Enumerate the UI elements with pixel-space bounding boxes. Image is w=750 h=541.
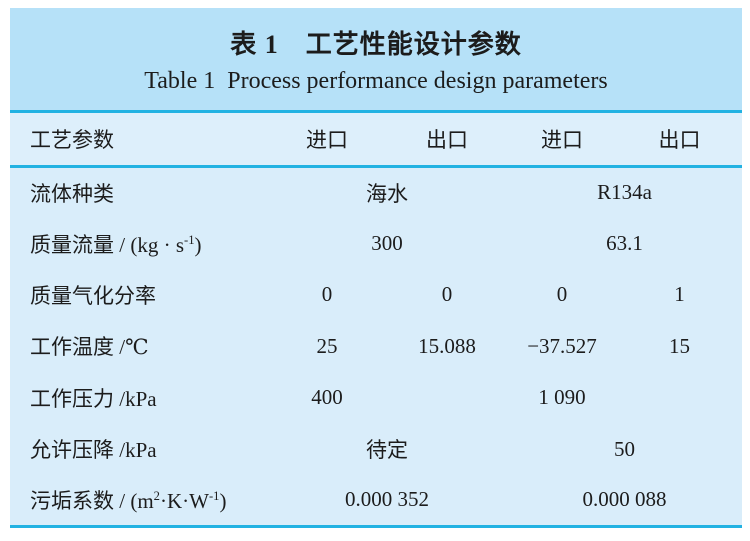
row-label: 工作压力 /kPa	[30, 386, 157, 411]
value-cell: 1	[674, 282, 685, 307]
row-label: 流体种类	[30, 181, 114, 206]
value-cell: 0	[321, 282, 333, 307]
value-cell: 1 090	[538, 385, 586, 410]
column-header-outlet-2: 出口	[658, 128, 701, 152]
row-label: 质量气化分率	[30, 283, 156, 308]
value-cell	[617, 372, 742, 423]
table-caption-en: Table 1 Process performance design param…	[144, 67, 608, 94]
table-row: 质量流量 / (kg · s-1) 300 63.1	[10, 218, 742, 269]
value-cell: 0.000 088	[582, 487, 667, 512]
value-cell: 400	[311, 385, 343, 410]
value-cell: 海水	[366, 181, 408, 206]
table-row: 工作温度 /℃ 25 15.088 −37.527 15	[10, 321, 742, 372]
value-cell: R134a	[597, 180, 652, 205]
superscript: -1	[184, 232, 195, 247]
table-row: 流体种类 海水 R134a	[10, 167, 742, 218]
value-cell: 0.000 352	[345, 487, 429, 512]
table-caption: 表 1 工艺性能设计参数 Table 1 Process performance…	[10, 8, 742, 110]
table-row: 污垢系数 / (m2·K·W-1) 0.000 352 0.000 088	[10, 475, 742, 526]
value-cell: −37.527	[527, 333, 597, 358]
value-cell: 300	[371, 231, 403, 256]
value-cell: 15.088	[418, 333, 476, 358]
value-cell: 15	[669, 333, 690, 358]
row-label: 工作温度 /℃	[30, 335, 149, 360]
table-caption-zh: 表 1 工艺性能设计参数	[230, 29, 522, 59]
row-label: 允许压降 /kPa	[30, 438, 157, 463]
column-header-inlet-1: 进口	[306, 128, 348, 152]
column-header-outlet-1: 出口	[426, 128, 468, 152]
value-cell: 63.1	[606, 231, 643, 256]
row-label: 质量流量 / (kg · s-1)	[30, 232, 202, 257]
table-row: 工作压力 /kPa 400 1 090	[10, 372, 742, 423]
superscript: 2	[153, 488, 160, 503]
row-label: 污垢系数 / (m2·K·W-1)	[30, 488, 227, 513]
value-cell: 0	[556, 282, 568, 307]
column-header-inlet-2: 进口	[541, 128, 583, 152]
value-cell: 待定	[366, 438, 408, 463]
value-cell	[387, 372, 507, 423]
superscript: -1	[208, 488, 220, 503]
table-row: 允许压降 /kPa 待定 50	[10, 423, 742, 474]
process-parameters-table: 工艺参数 进口 出口 进口 出口 流体种类 海水 R134a 质量流量 / (k…	[10, 110, 742, 528]
header-row: 工艺参数 进口 出口 进口 出口	[10, 111, 742, 167]
table-row: 质量气化分率 0 0 0 1	[10, 269, 742, 320]
table-container: 工艺参数 进口 出口 进口 出口 流体种类 海水 R134a 质量流量 / (k…	[10, 110, 742, 528]
value-cell: 25	[316, 333, 338, 358]
value-cell: 50	[614, 436, 635, 461]
column-header-parameter: 工艺参数	[30, 128, 114, 152]
value-cell: 0	[441, 282, 453, 307]
